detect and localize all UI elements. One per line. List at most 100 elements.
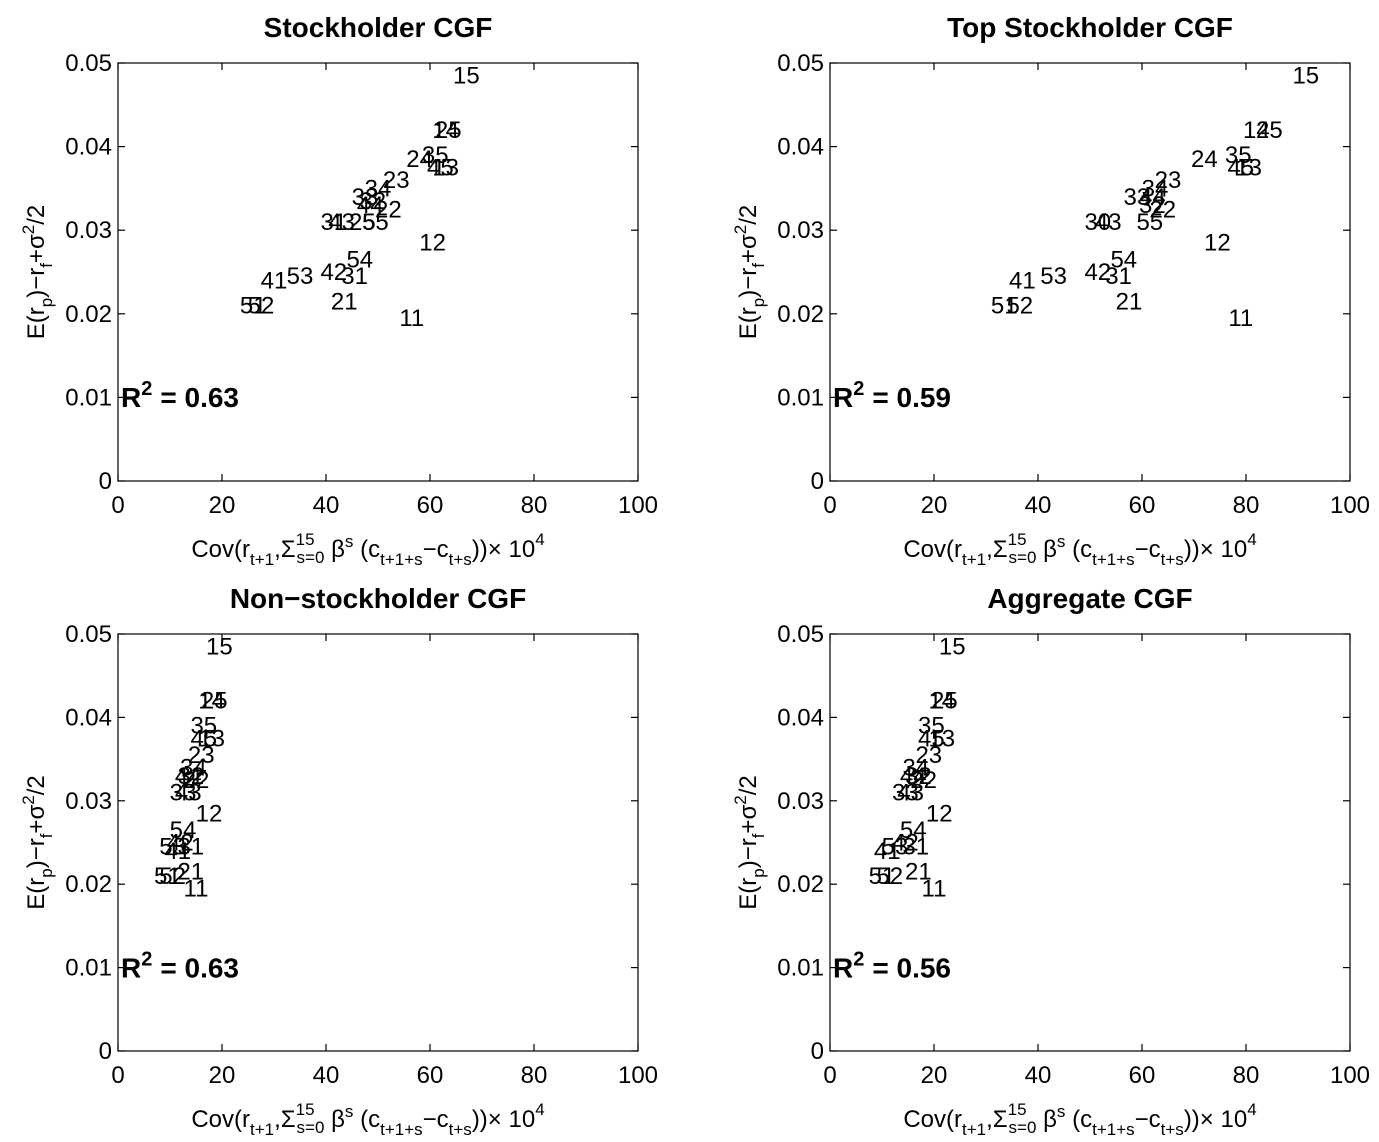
data-point-label: 21 xyxy=(331,288,358,315)
label-part: t+1 xyxy=(250,550,274,569)
label-part: f xyxy=(37,263,56,268)
data-point-label: 42 xyxy=(892,830,919,857)
data-point-label: 51 xyxy=(240,292,267,319)
label-part: s=0 xyxy=(297,548,325,567)
r-squared-annotation: R2 = 0.63 xyxy=(121,378,239,413)
label-part: p xyxy=(749,298,768,307)
data-point-label: 41 xyxy=(164,838,191,865)
data-point-label: 25 xyxy=(349,209,376,236)
data-point-label: 42 xyxy=(167,830,194,857)
r-squared-annotation: R2 = 0.59 xyxy=(833,378,951,413)
label-part: 2 xyxy=(19,795,38,804)
label-part: 15 xyxy=(1008,530,1027,549)
data-point-label: 34 xyxy=(365,175,392,202)
label-part: ,Σ xyxy=(986,536,1008,563)
label-part: E(r xyxy=(735,307,762,339)
y-tick-label: 0.05 xyxy=(777,621,824,648)
data-point-label: 45 xyxy=(1227,155,1254,182)
label-part: s xyxy=(1057,1102,1066,1121)
y-tick-label: 0.05 xyxy=(777,50,824,77)
data-point-label: 35 xyxy=(918,713,945,740)
data-point-label: 23 xyxy=(188,742,215,769)
data-point-label: 41 xyxy=(261,267,288,294)
plot-frame xyxy=(829,62,1351,482)
x-tick-label: 80 xyxy=(1233,492,1260,519)
data-point-label: 13 xyxy=(928,725,955,752)
y-tick-label: 0.03 xyxy=(777,788,824,815)
label-part: 15 xyxy=(296,530,315,549)
y-axis-label: E(rp)−rf+σ2/2 xyxy=(19,775,56,910)
data-point-label: 30 xyxy=(1084,209,1111,236)
data-point-label: 42 xyxy=(1084,259,1111,286)
data-point-label: 33 xyxy=(170,779,197,806)
data-point-label: 55 xyxy=(362,209,389,236)
label-part: Cov(r xyxy=(191,536,250,563)
label-part: −c xyxy=(1135,536,1161,563)
x-tick-label: 40 xyxy=(1025,1062,1052,1089)
data-point-label: 24 xyxy=(406,146,433,173)
label-part: 2 xyxy=(141,378,152,400)
y-tick-label: 0 xyxy=(811,468,824,495)
x-tick-label: 60 xyxy=(1129,492,1156,519)
label-part: β xyxy=(1036,1106,1056,1133)
chart-title: Non−stockholder CGF xyxy=(230,583,526,614)
label-part: s=0 xyxy=(1009,1118,1037,1137)
label-part: f xyxy=(749,833,768,838)
x-tick-label: 80 xyxy=(521,492,548,519)
y-tick-label: 0.04 xyxy=(777,134,824,161)
data-point-label: 41 xyxy=(1009,267,1036,294)
label-part: )−r xyxy=(23,268,50,298)
label-part: )−r xyxy=(735,268,762,298)
label-part: t+1 xyxy=(962,1120,986,1139)
x-tick-label: 60 xyxy=(1129,1062,1156,1089)
data-point-label: 15 xyxy=(1292,63,1319,90)
label-part: +σ xyxy=(735,234,762,263)
label-part: t+1+s xyxy=(1092,1120,1135,1139)
label-part: = 0.63 xyxy=(160,952,239,983)
data-point-label: 25 xyxy=(435,117,462,144)
y-axis-label: E(rp)−rf+σ2/2 xyxy=(731,775,768,910)
data-point-label: 34 xyxy=(180,754,207,781)
label-part: = 0.56 xyxy=(872,952,951,983)
y-tick-label: 0.01 xyxy=(65,955,112,982)
data-point-label: 35 xyxy=(1225,142,1252,169)
label-part: s xyxy=(345,532,354,551)
label-part: +σ xyxy=(23,234,50,263)
plot-frame xyxy=(117,633,639,1052)
label-part: ))× 10 xyxy=(472,536,535,563)
label-part: t+1+s xyxy=(1092,550,1135,569)
data-point-label: 14 xyxy=(928,688,955,715)
data-point-label: 33 xyxy=(1123,184,1150,211)
data-point-label: 32 xyxy=(359,188,386,215)
data-point-label: 54 xyxy=(1110,246,1137,273)
label-part: 2 xyxy=(853,948,864,970)
scatter-panel-4: Aggregate CGF 0 20 40 60 80 100 0 0.01 0.02 0.03 0.… xyxy=(731,583,1370,1139)
data-point-label: 34 xyxy=(902,754,929,781)
y-tick-label: 0.03 xyxy=(65,217,112,244)
label-part: 15 xyxy=(1008,1100,1027,1119)
label-part: /2 xyxy=(735,205,762,225)
scatter-panel-2: Top Stockholder CGF 0 20 40 60 80 100 0 0.01 0.02… xyxy=(731,12,1370,569)
label-part: 2 xyxy=(19,225,38,234)
x-tick-label: 100 xyxy=(1330,1062,1370,1089)
data-point-label: 33 xyxy=(892,779,919,806)
label-part: −c xyxy=(423,536,449,563)
data-point-label: 54 xyxy=(346,246,373,273)
x-tick-label: 40 xyxy=(313,492,340,519)
label-part: (c xyxy=(1065,1106,1092,1133)
data-point-label: 14 xyxy=(1243,117,1270,144)
x-tick-label: 0 xyxy=(111,492,124,519)
data-point-label: 11 xyxy=(399,305,424,332)
label-part: E(r xyxy=(23,307,50,339)
label-part: )−r xyxy=(735,838,762,868)
x-tick-label: 20 xyxy=(921,492,948,519)
data-point-label: 21 xyxy=(177,859,204,886)
y-tick-label: 0 xyxy=(811,1038,824,1065)
label-part: 2 xyxy=(731,225,750,234)
data-point-label: 51 xyxy=(154,863,181,890)
data-point-label: 43 xyxy=(328,209,355,236)
data-point-label: 25 xyxy=(931,688,958,715)
label-part: −c xyxy=(1135,1106,1161,1133)
data-point-label: 44 xyxy=(357,192,384,219)
y-tick-label: 0.02 xyxy=(65,871,112,898)
